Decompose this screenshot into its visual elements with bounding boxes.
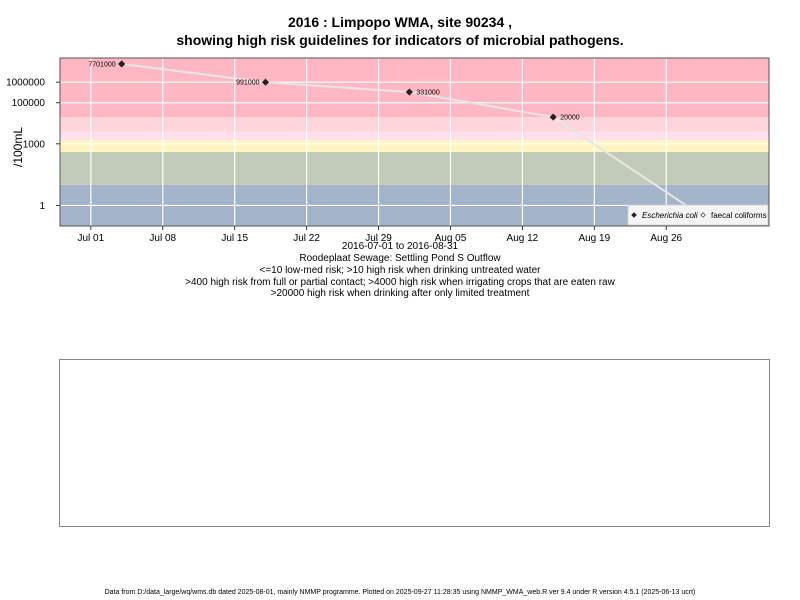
risk-band bbox=[60, 58, 769, 118]
ecoli-point bbox=[118, 60, 126, 68]
point-value-label: 991000 bbox=[236, 80, 259, 87]
site-name-caption: Roodeplaat Sewage: Settling Pond S Outfl… bbox=[299, 253, 501, 264]
risk-band bbox=[60, 140, 769, 152]
point-value-label: 331000 bbox=[416, 90, 439, 97]
guideline-caption-2: >400 high risk from full or partial cont… bbox=[185, 277, 615, 288]
ecoli-point bbox=[405, 88, 413, 96]
footer-note: Data from D:/data_large/wq/wms.db dated … bbox=[104, 589, 696, 596]
point-value-label: 20000 bbox=[560, 115, 580, 122]
date-range-caption: 2016-07-01 to 2016-08-31 bbox=[341, 241, 459, 252]
ecoli-point bbox=[261, 78, 270, 86]
legend-ecoli-marker bbox=[631, 212, 637, 218]
ecoli-point bbox=[549, 113, 557, 121]
x-tick-label: Jul 29 bbox=[365, 233, 392, 244]
y-tick-label: 1000000 bbox=[6, 78, 45, 89]
x-tick-label: Jul 15 bbox=[221, 233, 248, 244]
legend-faecal-marker bbox=[700, 212, 706, 218]
legend-box bbox=[627, 204, 769, 226]
plot-frame bbox=[59, 57, 770, 227]
x-tick-label: Aug 12 bbox=[507, 233, 539, 244]
chart-title-line2: showing high risk guidelines for indicat… bbox=[176, 32, 624, 48]
point-value-label: 7701000 bbox=[88, 61, 115, 68]
risk-band bbox=[60, 131, 769, 141]
legend-faecal-label: faecal coliforms bbox=[711, 211, 767, 220]
x-tick-label: Aug 19 bbox=[578, 233, 610, 244]
x-tick-label: Aug 05 bbox=[435, 233, 467, 244]
empty-plot-panel bbox=[59, 359, 770, 527]
risk-band bbox=[60, 117, 769, 132]
guideline-caption-3: >20000 high risk when drinking after onl… bbox=[270, 288, 530, 299]
risk-band bbox=[60, 151, 769, 185]
y-tick-label: 1000 bbox=[23, 139, 46, 150]
legend-ecoli-label: Escherichia coli bbox=[642, 211, 698, 220]
x-tick-label: Jul 01 bbox=[77, 233, 104, 244]
x-tick-label: Jul 08 bbox=[149, 233, 176, 244]
x-tick-label: Jul 22 bbox=[293, 233, 320, 244]
y-tick-label: 1 bbox=[39, 201, 45, 212]
y-tick-label: 100000 bbox=[12, 98, 46, 109]
guideline-caption-1: <=10 low-med risk; >10 high risk when dr… bbox=[259, 265, 541, 276]
chart-title-line1: 2016 : Limpopo WMA, site 90234 , bbox=[287, 14, 513, 30]
x-tick-label: Aug 26 bbox=[650, 233, 682, 244]
